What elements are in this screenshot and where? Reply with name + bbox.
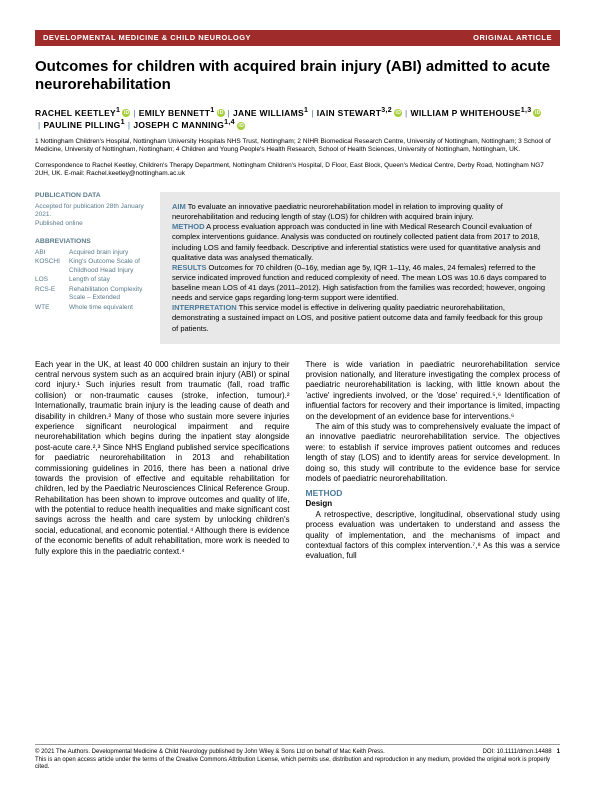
author-separator: |: [130, 108, 139, 118]
copyright: © 2021 The Authors. Developmental Medici…: [35, 749, 385, 756]
abbrev-value: King's Outcome Scale of Childhood Head I…: [69, 258, 150, 275]
orcid-icon: [237, 122, 245, 130]
interp-label: INTERPRETATION: [172, 303, 237, 312]
design-heading: Design: [306, 499, 561, 509]
author-list: RACHEL KEETLEY1|EMILY BENNETT1|JANE WILL…: [35, 106, 560, 132]
author: RACHEL KEETLEY1: [35, 108, 130, 118]
aim-label: AIM: [172, 202, 186, 211]
license-text: This is an open access article under the…: [35, 757, 560, 771]
column-right: There is wide variation in paediatric ne…: [306, 360, 561, 562]
abbrev-row: LOSLength of stay: [35, 276, 150, 284]
author: WILLIAM P WHITEHOUSE1,3: [411, 108, 542, 118]
abbrev-row: ABIAcquired brain injury: [35, 249, 150, 257]
footer: © 2021 The Authors. Developmental Medici…: [35, 744, 560, 771]
abbrev-key: ABI: [35, 249, 69, 257]
author: IAIN STEWART3,2: [317, 108, 402, 118]
author: EMILY BENNETT1: [139, 108, 225, 118]
abbrev-row: WTEWhole time equivalent: [35, 304, 150, 312]
orcid-icon: [122, 109, 130, 117]
abbrev-value: Whole time equivalent: [69, 304, 133, 312]
aim-text: To evaluate an innovative paediatric neu…: [172, 202, 503, 221]
results-text: Outcomes for 70 children (0–16y, median …: [172, 263, 546, 302]
body-paragraph: Each year in the UK, at least 40 000 chi…: [35, 360, 290, 557]
header-bar: DEVELOPMENTAL MEDICINE & CHILD NEUROLOGY…: [35, 30, 560, 46]
abbrev-key: LOS: [35, 276, 69, 284]
journal-name: DEVELOPMENTAL MEDICINE & CHILD NEUROLOGY: [43, 33, 251, 43]
orcid-icon: [394, 109, 402, 117]
author-separator: |: [35, 120, 44, 130]
doi: DOI: 10.1111/dmcn.14488: [483, 749, 552, 755]
method-label: METHOD: [172, 222, 205, 231]
method-text: A process evaluation approach was conduc…: [172, 222, 541, 261]
abstract-section: PUBLICATION DATA Accepted for publicatio…: [35, 192, 560, 344]
page-number: 1: [557, 749, 560, 755]
correspondence: Correspondence to Rachel Keetley, Childr…: [35, 162, 560, 178]
abbrev-list: ABIAcquired brain injuryKOSCHIKing's Out…: [35, 249, 150, 312]
abbrev-value: Rehabilitation Complexity Scale – Extend…: [69, 286, 150, 303]
method-heading: METHOD: [306, 488, 561, 499]
sidebar: PUBLICATION DATA Accepted for publicatio…: [35, 192, 150, 344]
pub-data-heading: PUBLICATION DATA: [35, 192, 150, 201]
abbrev-key: RCS-E: [35, 286, 69, 303]
body-paragraph: A retrospective, descriptive, longitudin…: [306, 510, 561, 562]
body-paragraph: There is wide variation in paediatric ne…: [306, 360, 561, 422]
abbrev-heading: ABBREVIATIONS: [35, 238, 150, 247]
abbrev-key: WTE: [35, 304, 69, 312]
author-separator: |: [402, 108, 411, 118]
abstract-box: AIM To evaluate an innovative paediatric…: [160, 192, 560, 344]
author: JANE WILLIAMS1: [233, 108, 308, 118]
column-left: Each year in the UK, at least 40 000 chi…: [35, 360, 290, 562]
pub-data-text: Accepted for publication 28th January 20…: [35, 203, 150, 228]
results-label: RESULTS: [172, 263, 206, 272]
author-separator: |: [308, 108, 317, 118]
author-separator: |: [225, 108, 234, 118]
article-title: Outcomes for children with acquired brai…: [35, 58, 560, 94]
abbrev-key: KOSCHI: [35, 258, 69, 275]
article-type: ORIGINAL ARTICLE: [473, 33, 552, 43]
orcid-icon: [533, 109, 541, 117]
body-columns: Each year in the UK, at least 40 000 chi…: [35, 360, 560, 562]
abbrev-row: KOSCHIKing's Outcome Scale of Childhood …: [35, 258, 150, 275]
body-paragraph: The aim of this study was to comprehensi…: [306, 422, 561, 484]
abbrev-row: RCS-ERehabilitation Complexity Scale – E…: [35, 286, 150, 303]
abbrev-value: Length of stay: [69, 276, 110, 284]
orcid-icon: [217, 109, 225, 117]
author: JOSEPH C MANNING1,4: [133, 120, 245, 130]
abbrev-value: Acquired brain injury: [69, 249, 128, 257]
author: PAULINE PILLING1: [44, 120, 125, 130]
affiliations: 1 Nottingham Children's Hospital, Nottin…: [35, 138, 560, 154]
